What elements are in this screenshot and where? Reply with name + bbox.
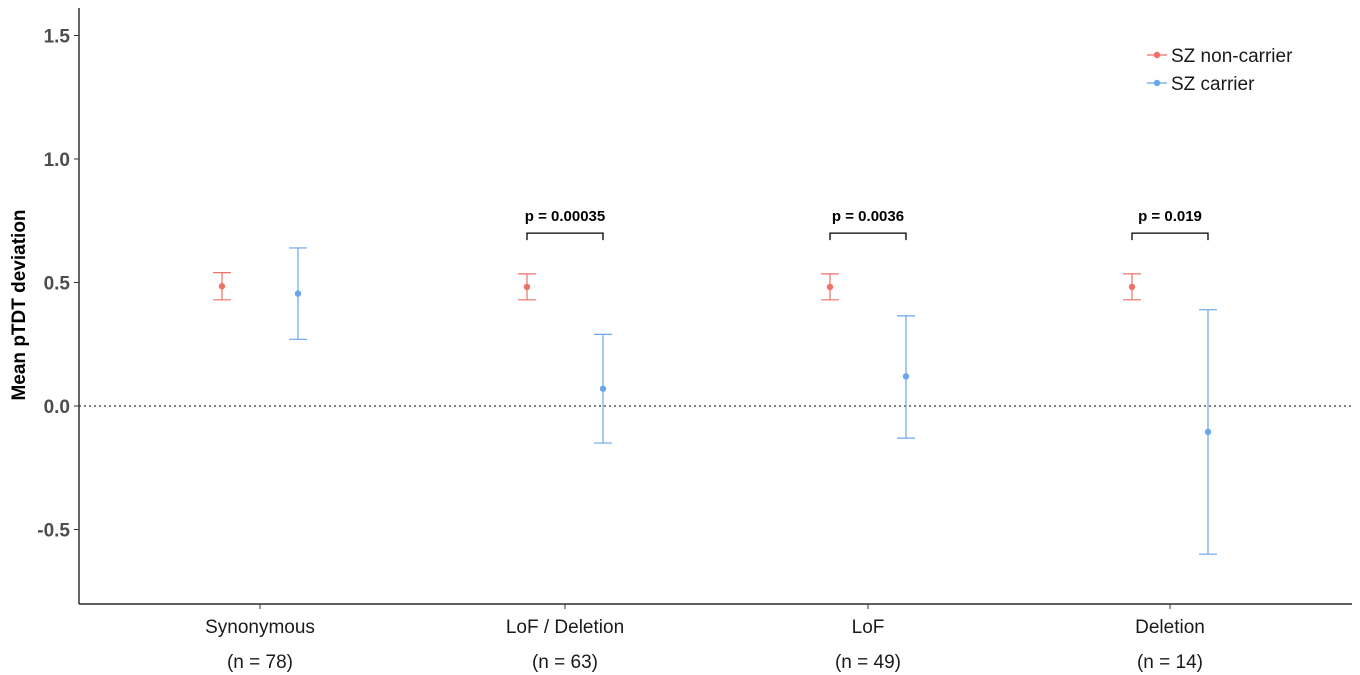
data-point	[599, 385, 607, 392]
legend-label: SZ carrier	[1171, 74, 1255, 95]
data-point	[294, 290, 302, 297]
y-tick-label: -0.5	[37, 521, 70, 542]
significance-bracket	[1131, 232, 1209, 241]
significance-bracket	[829, 232, 907, 241]
y-tick-label: 0.0	[44, 397, 70, 418]
y-axis-label: Mean pTDT deviation	[9, 209, 30, 400]
legend-swatch-point	[1153, 51, 1161, 59]
data-point	[218, 283, 226, 290]
data-point	[523, 283, 531, 291]
legend-label: SZ non-carrier	[1171, 46, 1293, 67]
x-category-n-label: (n = 78)	[227, 652, 293, 673]
y-tick-label: 0.5	[44, 274, 71, 295]
data-point	[826, 283, 834, 291]
x-category-label: LoF	[852, 617, 885, 638]
significance-bracket	[526, 232, 604, 241]
x-category-label: Synonymous	[205, 617, 315, 638]
x-category-label: Deletion	[1135, 617, 1205, 638]
data-point	[902, 373, 910, 380]
x-category-n-label: (n = 14)	[1137, 652, 1203, 673]
p-value-label: p = 0.019	[1138, 208, 1202, 225]
y-tick-label: 1.0	[44, 150, 70, 171]
p-value-label: p = 0.00035	[525, 208, 605, 225]
legend-swatch-point	[1153, 79, 1161, 87]
x-category-n-label: (n = 49)	[835, 652, 901, 673]
x-category-label: LoF / Deletion	[506, 617, 624, 638]
data-point	[1204, 428, 1212, 436]
y-tick-label: 1.5	[44, 27, 71, 48]
x-category-n-label: (n = 63)	[532, 652, 598, 673]
p-value-label: p = 0.0036	[832, 208, 904, 225]
data-point	[1128, 283, 1136, 291]
